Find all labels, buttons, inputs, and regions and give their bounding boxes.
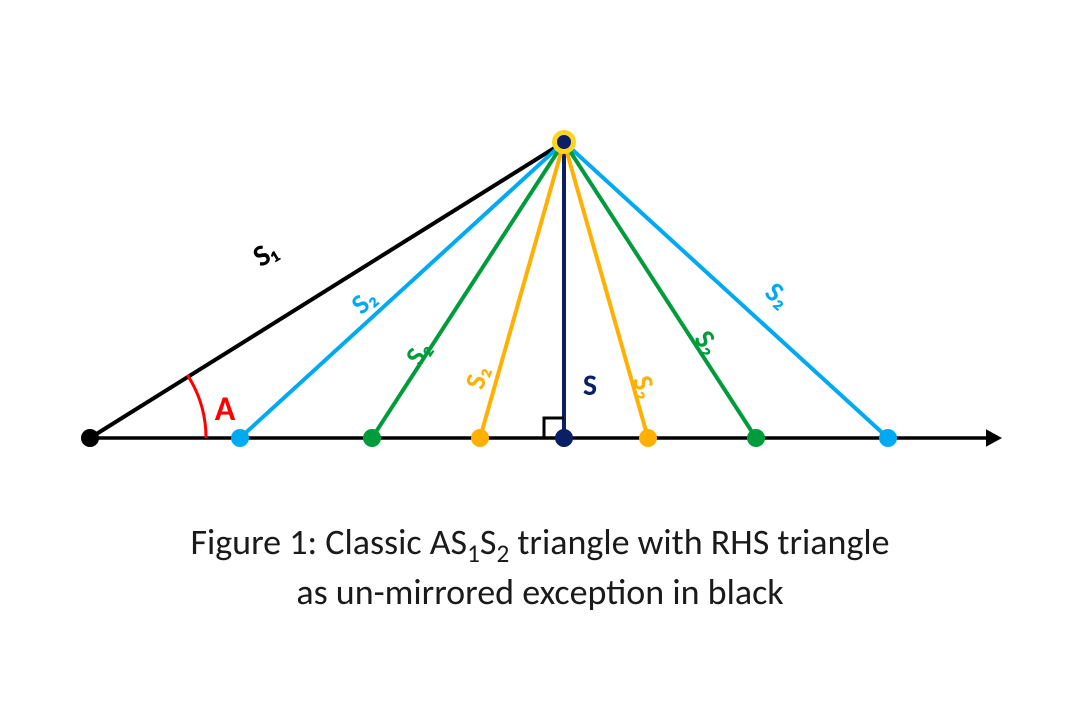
caption-sub1: 1 <box>467 538 480 569</box>
perp-foot-dot <box>555 429 573 447</box>
angle-label: A <box>215 389 236 430</box>
axis-arrowhead <box>986 429 1002 447</box>
pair_cyan-right-label: S₂ <box>758 274 798 315</box>
caption-line2: as un-mirrored exception in black <box>296 570 783 614</box>
yellow-left-dot <box>471 429 489 447</box>
caption-line1-prefix: Figure 1: Classic AS <box>190 520 467 564</box>
figure-stage: S₁SS₂S₂S₂S₂S₂S₂A Figure 1: Classic AS1S2… <box>0 0 1080 720</box>
green-right-dot <box>747 429 765 447</box>
yellow-right-dot <box>639 429 657 447</box>
caption-line1-mid: S <box>480 520 497 564</box>
caption-sub2: 2 <box>496 538 509 569</box>
pair_cyan-left-label: S₂ <box>344 280 384 321</box>
green-left-dot <box>363 429 381 447</box>
apex-dot-inner <box>557 135 571 149</box>
angle-arc <box>187 375 206 438</box>
s-perp-label: S <box>583 367 597 404</box>
pair_green-left-label: S₂ <box>397 333 439 372</box>
figure-caption: Figure 1: Classic AS1S2 triangle with RH… <box>0 520 1080 615</box>
cyan-right-dot <box>879 429 897 447</box>
s1-label: S₁ <box>246 232 284 275</box>
caption-line1-suffix: triangle with RHS triangle <box>509 520 889 564</box>
origin-dot <box>81 429 99 447</box>
cyan-left-dot <box>231 429 249 447</box>
pair_yellow-left-label: S₂ <box>457 361 497 393</box>
pair_green-right-label: S₂ <box>687 323 729 361</box>
